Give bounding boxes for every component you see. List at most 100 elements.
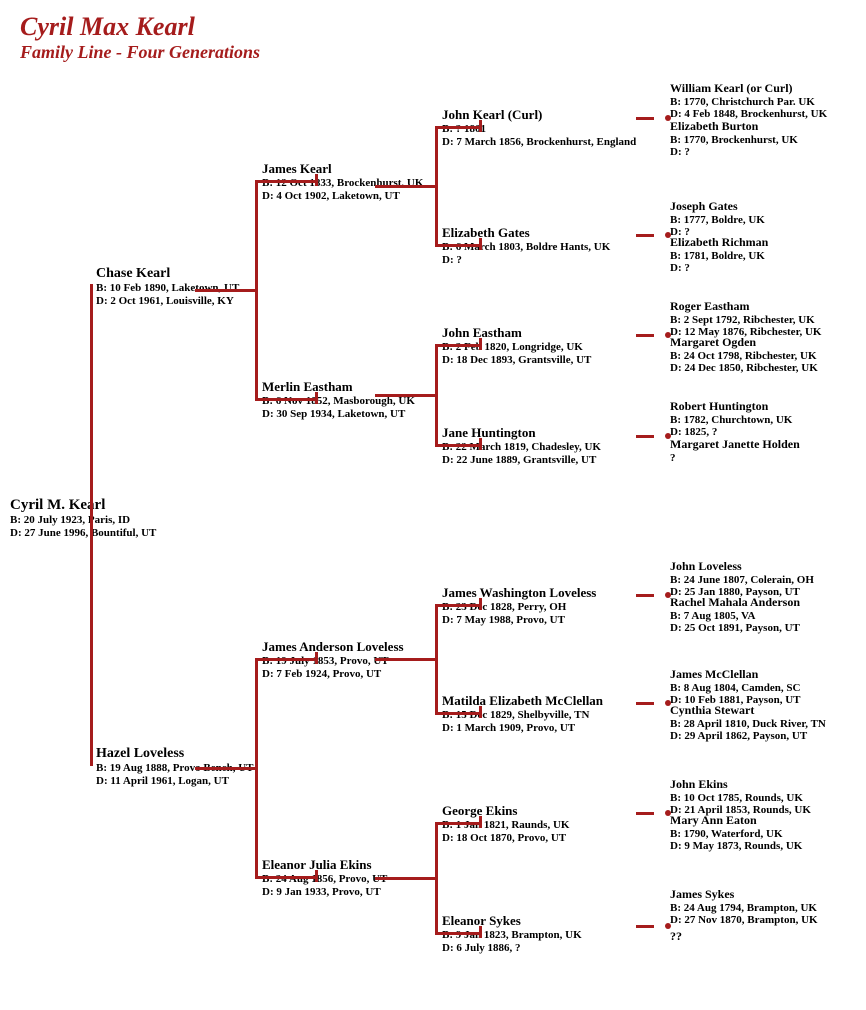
person-name: Roger Eastham [670, 300, 821, 314]
person-death: D: ? [670, 262, 768, 275]
person-death: D: 22 June 1889, Grantsville, UT [442, 454, 601, 467]
person-birth: B: 2 Sept 1792, Ribchester, UK [670, 314, 821, 327]
connector-line [636, 117, 654, 120]
connector-line [195, 289, 255, 292]
connector-line [636, 334, 654, 337]
person-node: Margaret OgdenB: 24 Oct 1798, Ribchester… [670, 336, 818, 375]
person-name: Margaret Janette Holden [670, 438, 800, 452]
person-name: Eleanor Sykes [442, 914, 582, 929]
person-name: Merlin Eastham [262, 380, 415, 395]
connector-line [435, 444, 479, 447]
person-birth: B: ? 1801 [442, 123, 636, 136]
connector-dot [665, 700, 671, 706]
connector-line [255, 658, 315, 661]
person-node: Joseph GatesB: 1777, Boldre, UKD: ? [670, 200, 765, 239]
connector-line [435, 344, 438, 444]
person-name: John Ekins [670, 778, 811, 792]
connector-dot [665, 433, 671, 439]
person-name: Robert Huntington [670, 400, 792, 414]
person-node: Chase KearlB: 10 Feb 1890, Laketown, UTD… [96, 266, 239, 307]
person-name: Jane Huntington [442, 426, 601, 441]
connector-dot [665, 592, 671, 598]
connector-line [479, 120, 482, 132]
person-death: D: 7 May 1988, Provo, UT [442, 614, 596, 627]
connector-line [435, 244, 479, 247]
person-birth: B: 22 March 1819, Chadesley, UK [442, 441, 601, 454]
person-death: D: 2 Oct 1961, Louisville, KY [96, 295, 239, 308]
connector-line [375, 658, 435, 661]
connector-line [479, 816, 482, 828]
person-birth: B: 23 Dec 1828, Perry, OH [442, 601, 596, 614]
person-death: D: 27 Nov 1870, Brampton, UK [670, 914, 818, 927]
person-death: D: 30 Sep 1934, Laketown, UT [262, 408, 415, 421]
person-birth: B: 24 Aug 1794, Brampton, UK [670, 902, 818, 915]
person-birth: B: 7 Aug 1805, VA [670, 610, 800, 623]
connector-line [479, 238, 482, 250]
person-name: James Kearl [262, 162, 423, 177]
person-node: Margaret Janette Holden? [670, 438, 800, 464]
person-death: D: 24 Dec 1850, Ribchester, UK [670, 362, 818, 375]
connector-line [90, 286, 93, 766]
person-name: Elizabeth Richman [670, 236, 768, 250]
connector-line [435, 604, 438, 712]
connector-line [636, 435, 654, 438]
person-death: D: 6 July 1886, ? [442, 942, 582, 955]
connector-line [636, 702, 654, 705]
person-death: D: ? [442, 254, 610, 267]
connector-line [636, 925, 654, 928]
connector-line [435, 822, 438, 932]
person-node: Roger EasthamB: 2 Sept 1792, Ribchester,… [670, 300, 821, 339]
connector-dot [665, 923, 671, 929]
person-death: D: 29 April 1862, Payson, UT [670, 730, 826, 743]
person-name: Margaret Ogden [670, 336, 818, 350]
person-name: John Kearl (Curl) [442, 108, 636, 123]
person-birth: B: 6 March 1803, Boldre Hants, UK [442, 241, 610, 254]
person-name: James McClellan [670, 668, 801, 682]
person-birth: B: 24 Oct 1798, Ribchester, UK [670, 350, 818, 363]
connector-line [435, 712, 479, 715]
person-death: D: 11 April 1961, Logan, UT [96, 775, 253, 788]
connector-line [479, 598, 482, 610]
person-name: Rachel Mahala Anderson [670, 596, 800, 610]
person-name: Cyril M. Kearl [10, 497, 156, 514]
person-name: Mary Ann Eaton [670, 814, 802, 828]
connector-line [255, 398, 315, 401]
person-death: D: 25 Oct 1891, Payson, UT [670, 622, 800, 635]
person-name: Chase Kearl [96, 266, 239, 282]
person-name: James Anderson Loveless [262, 640, 404, 655]
person-name: Hazel Loveless [96, 746, 253, 762]
person-birth: B: 1 Jan 1821, Raunds, UK [442, 819, 569, 832]
connector-line [479, 706, 482, 718]
connector-line [435, 604, 479, 607]
person-node: Elizabeth BurtonB: 1770, Brockenhurst, U… [670, 120, 798, 159]
person-birth: ? [670, 452, 800, 465]
person-name: William Kearl (or Curl) [670, 82, 827, 96]
person-death: D: 7 March 1856, Brockenhurst, England [442, 136, 636, 149]
connector-line [435, 126, 438, 244]
person-name: James Sykes [670, 888, 818, 902]
connector-line [479, 338, 482, 350]
person-birth: B: 24 June 1807, Colerain, OH [670, 574, 814, 587]
connector-line [479, 438, 482, 450]
person-birth: B: 20 July 1923, Paris, ID [10, 514, 156, 527]
person-birth: B: 9 Jan 1823, Brampton, UK [442, 929, 582, 942]
person-name: John Loveless [670, 560, 814, 574]
connector-line [315, 174, 318, 186]
person-name: Cynthia Stewart [670, 704, 826, 718]
person-name: Elizabeth Burton [670, 120, 798, 134]
person-birth: B: 1782, Churchtown, UK [670, 414, 792, 427]
connector-line [636, 594, 654, 597]
connector-dot [665, 232, 671, 238]
person-name: Joseph Gates [670, 200, 765, 214]
person-birth: B: 10 Oct 1785, Rounds, UK [670, 792, 811, 805]
person-node: James McClellanB: 8 Aug 1804, Camden, SC… [670, 668, 801, 707]
person-birth: B: 24 Aug 1856, Provo, UT [262, 873, 387, 886]
person-node: John LovelessB: 24 June 1807, Colerain, … [670, 560, 814, 599]
connector-line [636, 812, 654, 815]
person-birth: B: 1781, Boldre, UK [670, 250, 768, 263]
connector-line [315, 652, 318, 664]
person-death: D: ? [670, 146, 798, 159]
person-name: Matilda Elizabeth McClellan [442, 694, 603, 709]
person-death: D: 18 Dec 1893, Grantsville, UT [442, 354, 591, 367]
person-name: John Eastham [442, 326, 591, 341]
